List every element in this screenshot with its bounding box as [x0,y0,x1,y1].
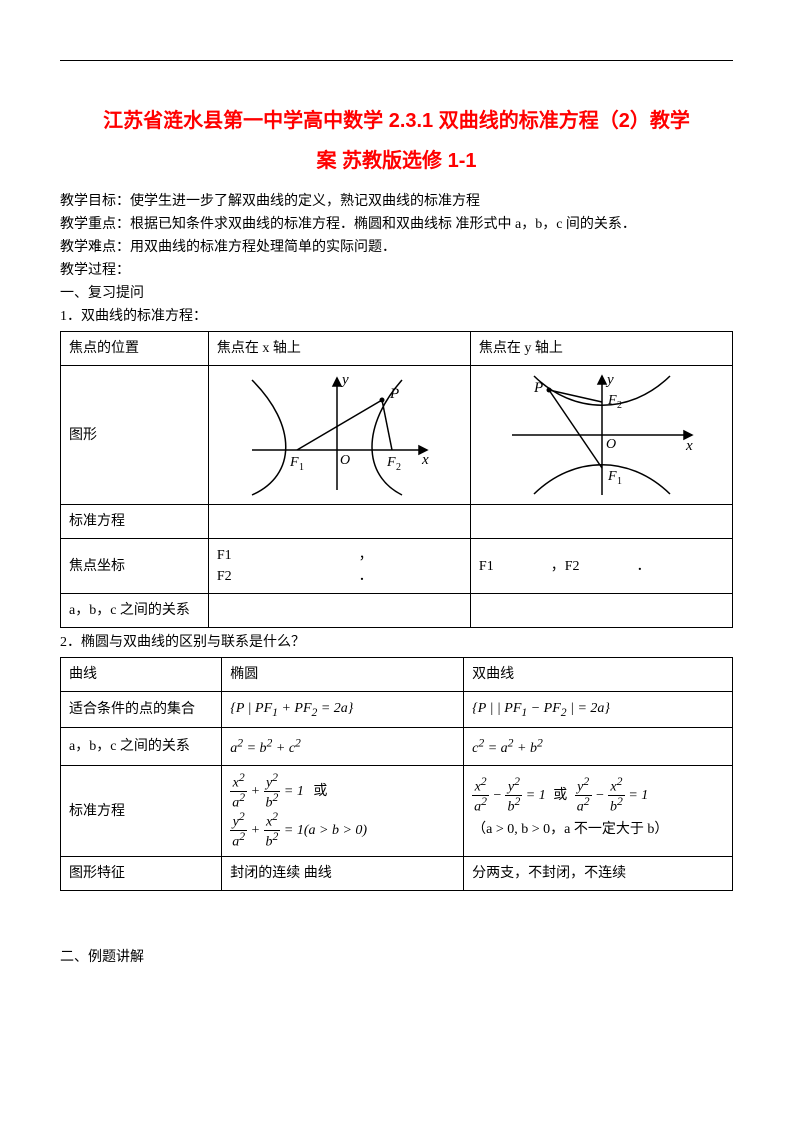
cell-ellipse-eq: x2a2 + y2b2 = 1 或 y2a2 + x2b2 = 1(a > b … [222,765,464,856]
f1-label: F1 [479,559,494,574]
cond-text: 1(a > b > 0) [297,823,367,838]
svg-text:y: y [340,372,349,388]
cell-graph-y: P y x O F 2 F 1 [470,366,732,505]
svg-text:y: y [605,372,614,388]
title-line-1: 江苏省涟水县第一中学高中数学 2.3.1 双曲线的标准方程（2）教学 [60,101,733,141]
svg-text:1: 1 [299,462,304,473]
teaching-goal: 教学目标：使学生进一步了解双曲线的定义，熟记双曲线的标准方程 [60,191,733,212]
cell-empty [208,505,470,539]
table-row: 图形特征 封闭的连续 曲线 分两支，不封闭，不连续 [61,857,733,891]
table-row: 焦点的位置 焦点在 x 轴上 焦点在 y 轴上 [61,332,733,366]
table-row: 适合条件的点的集合 {P | PF1 + PF2 = 2a} {P | | PF… [61,692,733,728]
cell-foci-label: 焦点坐标 [61,539,209,594]
question-1: 1．双曲线的标准方程： [60,306,733,327]
cell-empty [470,594,732,628]
cell-stdeq-label: 标准方程 [61,765,222,856]
top-rule [60,60,733,61]
svg-text:F: F [607,393,617,408]
table-row: 标准方程 x2a2 + y2b2 = 1 或 y2a2 + x2b2 = 1(a… [61,765,733,856]
table-row: 焦点坐标 F1 ， F2 ． F1 ，F2 ． [61,539,733,594]
cell-curve-label: 曲线 [61,658,222,692]
cell-empty [470,505,732,539]
f2-label: ，F2 [551,559,580,574]
svg-text:2: 2 [396,462,401,473]
svg-text:O: O [606,437,616,452]
cell-std-eq-label: 标准方程 [61,505,209,539]
cell-graph-label: 图形 [61,366,209,505]
f1-label: F1 [217,548,232,563]
cell-hyperbola-label: 双曲线 [464,658,733,692]
cell-abc-label: a，b，c 之间的关系 [61,728,222,766]
svg-text:P: P [533,380,543,396]
cell-hyperbola-set: {P | | PF1 − PF2 | = 2a} [464,692,733,728]
table-row: a，b，c 之间的关系 a2 = b2 + c2 c2 = a2 + b2 [61,728,733,766]
cell-foci-y: F1 ，F2 ． [470,539,732,594]
cell-foci-x: F1 ， F2 ． [208,539,470,594]
cell-graph-x: P y x O F 1 F 2 [208,366,470,505]
cell-hyperbola-shape: 分两支，不封闭，不连续 [464,857,733,891]
cell-hyperbola-abc: c2 = a2 + b2 [464,728,733,766]
cell-shape-label: 图形特征 [61,857,222,891]
cell-focus-x: 焦点在 x 轴上 [208,332,470,366]
cell-empty [208,594,470,628]
svg-text:F: F [386,455,396,470]
title-line-2: 案 苏教版选修 1-1 [60,141,733,181]
table-ellipse-vs-hyperbola: 曲线 椭圆 双曲线 适合条件的点的集合 {P | PF1 + PF2 = 2a}… [60,657,733,891]
section-2-heading: 二、例题讲解 [60,947,733,968]
svg-text:O: O [340,453,350,468]
cell-focus-y: 焦点在 y 轴上 [470,332,732,366]
teaching-keypoint: 教学重点：根据已知条件求双曲线的标准方程．椭圆和双曲线标 准形式中 a，b，c … [60,214,733,235]
table-row: a，b，c 之间的关系 [61,594,733,628]
table-row: 标准方程 [61,505,733,539]
svg-text:1: 1 [617,476,622,487]
comma: ， [359,548,373,563]
svg-text:F: F [607,469,617,484]
cell-ellipse-abc: a2 = b2 + c2 [222,728,464,766]
or-text: 或 [553,788,567,803]
svg-text:x: x [685,438,693,454]
question-2: 2．椭圆与双曲线的区别与联系是什么？ [60,632,733,653]
period: ． [359,569,373,584]
svg-text:x: x [421,452,429,468]
cell-focus-position: 焦点的位置 [61,332,209,366]
hyperbola-y-icon: P y x O F 2 F 1 [504,370,699,500]
svg-text:F: F [289,455,299,470]
svg-text:P: P [389,386,399,402]
cell-ellipse-set: {P | PF1 + PF2 = 2a} [222,692,464,728]
table-standard-equations: 焦点的位置 焦点在 x 轴上 焦点在 y 轴上 图形 [60,331,733,628]
section-1-heading: 一、复习提问 [60,283,733,304]
doc-title: 江苏省涟水县第一中学高中数学 2.3.1 双曲线的标准方程（2）教学 案 苏教版… [60,101,733,181]
or-text: 或 [313,784,327,799]
table-row: 图形 P y [61,366,733,505]
cell-ellipse-shape: 封闭的连续 曲线 [222,857,464,891]
teaching-process: 教学过程： [60,260,733,281]
cell-hyperbola-eq: x2a2 − y2b2 = 1 或 y2a2 − x2b2 = 1 （a > 0… [464,765,733,856]
cond-text: （a > 0, b > 0，a 不一定大于 b） [472,822,668,837]
cell-set-label: 适合条件的点的集合 [61,692,222,728]
table-row: 曲线 椭圆 双曲线 [61,658,733,692]
cell-ellipse-label: 椭圆 [222,658,464,692]
teaching-difficulty: 教学难点：用双曲线的标准方程处理简单的实际问题． [60,237,733,258]
period: ． [637,559,651,574]
hyperbola-x-icon: P y x O F 1 F 2 [242,370,437,500]
f2-label: F2 [217,569,232,584]
svg-text:2: 2 [617,400,622,411]
cell-abc-label: a，b，c 之间的关系 [61,594,209,628]
